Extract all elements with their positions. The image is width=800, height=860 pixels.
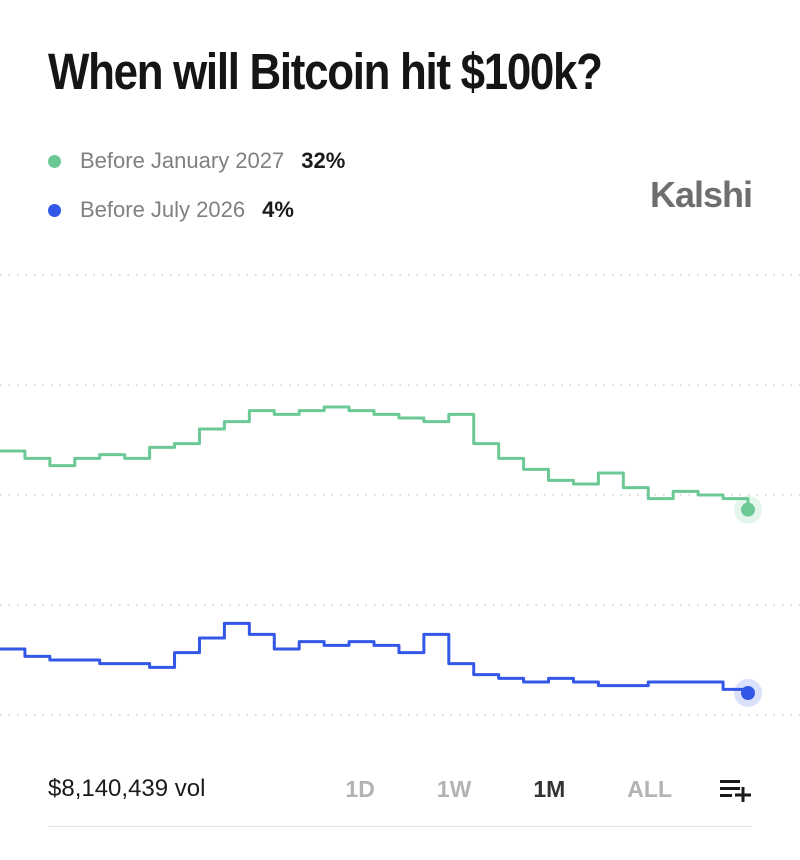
legend-value: 32% [301, 148, 346, 173]
legend-value: 4% [262, 197, 294, 222]
brand-logo: Kalshi [649, 174, 753, 215]
legend-dot-icon [48, 154, 61, 168]
range-tab-all[interactable]: ALL [627, 775, 672, 802]
end-marker [741, 686, 755, 700]
series-line-2 [0, 621, 750, 693]
volume-label: $8,140,439 vol [48, 775, 206, 802]
range-tab-1d[interactable]: 1D [345, 775, 375, 802]
legend-item-jul-2026[interactable]: Before July 2026 4% [48, 193, 345, 227]
playlist-add-icon[interactable] [720, 776, 752, 802]
series-line-1 [0, 405, 750, 510]
range-tab-1m[interactable]: 1M [533, 775, 566, 802]
page-title: When will Bitcoin hit $100k? [48, 43, 603, 100]
range-tab-1w[interactable]: 1W [436, 775, 472, 802]
chart-footer: $8,140,439 vol 1D 1W 1M ALL [48, 764, 752, 814]
legend-label: Before July 2026 [80, 197, 246, 222]
legend-label: Before January 2027 [80, 148, 285, 173]
legend-item-jan-2027[interactable]: Before January 2027 32% [48, 144, 345, 178]
legend-dot-icon [48, 203, 61, 217]
chart-legend: Before January 2027 32% Before July 2026… [48, 144, 345, 242]
end-marker [741, 502, 755, 517]
footer-divider [48, 826, 752, 827]
